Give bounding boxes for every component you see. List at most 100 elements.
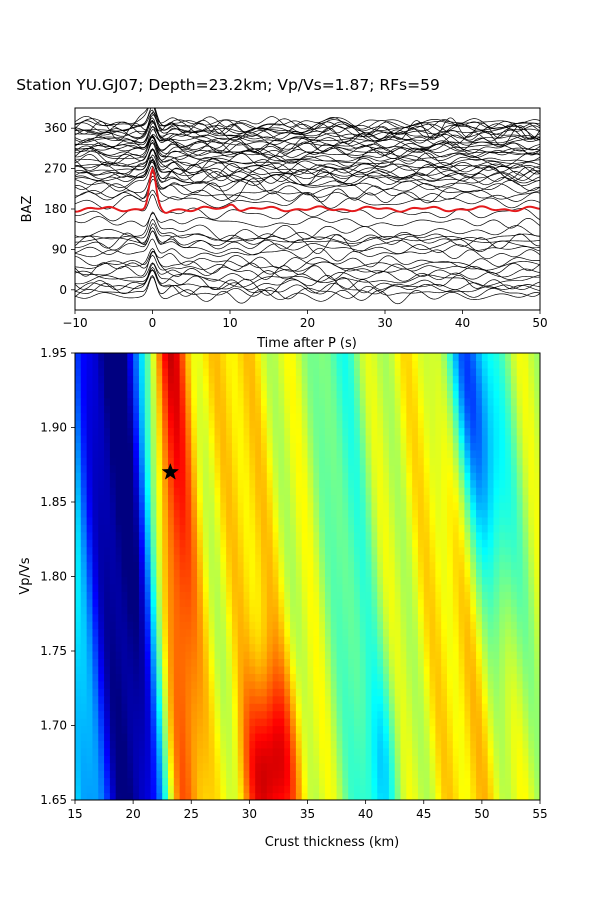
x-tick-label: 40 xyxy=(358,807,373,821)
heatmap-cell xyxy=(208,718,216,727)
heatmap-cell xyxy=(452,583,460,592)
heatmap-cell xyxy=(394,710,402,719)
heatmap-cell xyxy=(476,710,483,719)
heatmap-cell xyxy=(191,554,198,563)
heatmap-cell xyxy=(342,420,349,429)
heatmap-cell xyxy=(231,658,239,667)
heatmap-cell xyxy=(150,591,157,600)
heatmap-cell xyxy=(365,561,373,570)
heatmap-cell xyxy=(452,427,460,436)
heatmap-cell xyxy=(197,449,204,458)
heatmap-cell xyxy=(255,449,262,458)
heatmap-cell xyxy=(476,576,483,585)
heatmap-cell xyxy=(319,539,326,548)
heatmap-cell xyxy=(464,621,471,630)
heatmap-cell xyxy=(202,412,210,421)
heatmap-cell xyxy=(499,680,506,689)
heatmap-cell xyxy=(104,509,111,518)
heatmap-cell xyxy=(86,353,94,362)
heatmap-cell xyxy=(423,353,431,362)
heatmap-cell xyxy=(226,688,233,697)
heatmap-cell xyxy=(127,762,134,771)
heatmap-cell xyxy=(476,695,483,704)
heatmap-cell xyxy=(505,353,512,362)
heatmap-cell xyxy=(452,516,460,525)
heatmap-cell xyxy=(481,658,489,667)
heatmap-cell xyxy=(505,680,512,689)
heatmap-cell xyxy=(464,755,471,764)
heatmap-cell xyxy=(185,502,192,511)
heatmap-cell xyxy=(255,695,262,704)
heatmap-cell xyxy=(191,487,198,496)
heatmap-cell xyxy=(510,353,518,362)
heatmap-cell xyxy=(319,464,326,473)
heatmap-cell xyxy=(80,457,88,466)
rf-y-axis-label: BAZ xyxy=(20,196,35,223)
heatmap-cell xyxy=(447,613,454,622)
heatmap-cell xyxy=(272,643,280,652)
heatmap-cell xyxy=(92,531,99,540)
heatmap-cell xyxy=(388,427,396,436)
heatmap-cell xyxy=(278,643,285,652)
heatmap-cell xyxy=(290,539,297,548)
heatmap-cell xyxy=(109,576,117,585)
heatmap-cell xyxy=(202,427,210,436)
heatmap-cell xyxy=(156,673,163,682)
heatmap-cell xyxy=(516,353,524,362)
heatmap-cell xyxy=(441,390,448,399)
heatmap-cell xyxy=(499,621,506,630)
heatmap-cell xyxy=(185,591,192,600)
heatmap-cell xyxy=(336,747,343,756)
heatmap-cell xyxy=(476,628,483,637)
heatmap-cell xyxy=(144,621,152,630)
heatmap-cell xyxy=(330,651,338,660)
heatmap-cell xyxy=(295,710,303,719)
heatmap-cell xyxy=(214,680,221,689)
heatmap-cell xyxy=(214,755,221,764)
heatmap-cell xyxy=(429,695,436,704)
heatmap-cell xyxy=(534,785,540,794)
heatmap-cell xyxy=(510,546,518,555)
heatmap-cell xyxy=(156,539,163,548)
heatmap-cell xyxy=(133,412,140,421)
heatmap-cell xyxy=(98,502,105,511)
heatmap-cell xyxy=(383,613,390,622)
heatmap-cell xyxy=(272,561,280,570)
heatmap-cell xyxy=(290,561,297,570)
heatmap-cell xyxy=(104,427,111,436)
heatmap-cell xyxy=(266,412,274,421)
heatmap-cell xyxy=(261,651,268,660)
heatmap-cell xyxy=(295,502,303,511)
heatmap-cell xyxy=(470,732,477,741)
heatmap-cell xyxy=(191,569,198,578)
heatmap-cell xyxy=(447,464,454,473)
heatmap-cell xyxy=(109,502,117,511)
heatmap-cell xyxy=(220,531,227,540)
heatmap-cell xyxy=(371,546,378,555)
heatmap-cell xyxy=(313,606,320,615)
heatmap-cell xyxy=(261,375,268,384)
heatmap-cell xyxy=(516,621,524,630)
heatmap-cell xyxy=(301,740,309,749)
heatmap-cell xyxy=(359,688,367,697)
heatmap-cell xyxy=(290,487,297,496)
heatmap-cell xyxy=(162,487,169,496)
heatmap-cell xyxy=(150,576,157,585)
heatmap-cell xyxy=(191,703,198,712)
heatmap-cell xyxy=(197,770,204,779)
heatmap-cell xyxy=(429,554,436,563)
heatmap-cell xyxy=(226,382,233,391)
heatmap-cell xyxy=(394,502,402,511)
heatmap-cell xyxy=(354,710,361,719)
heatmap-cell xyxy=(191,546,198,555)
heatmap-cell xyxy=(231,509,239,518)
heatmap-cell xyxy=(179,539,187,548)
heatmap-cell xyxy=(179,777,187,786)
heatmap-cell xyxy=(214,770,221,779)
heatmap-cell xyxy=(388,494,396,503)
heatmap-cell xyxy=(406,360,413,369)
heatmap-cell xyxy=(214,651,221,660)
heatmap-cell xyxy=(98,643,105,652)
heatmap-cell xyxy=(528,412,535,421)
